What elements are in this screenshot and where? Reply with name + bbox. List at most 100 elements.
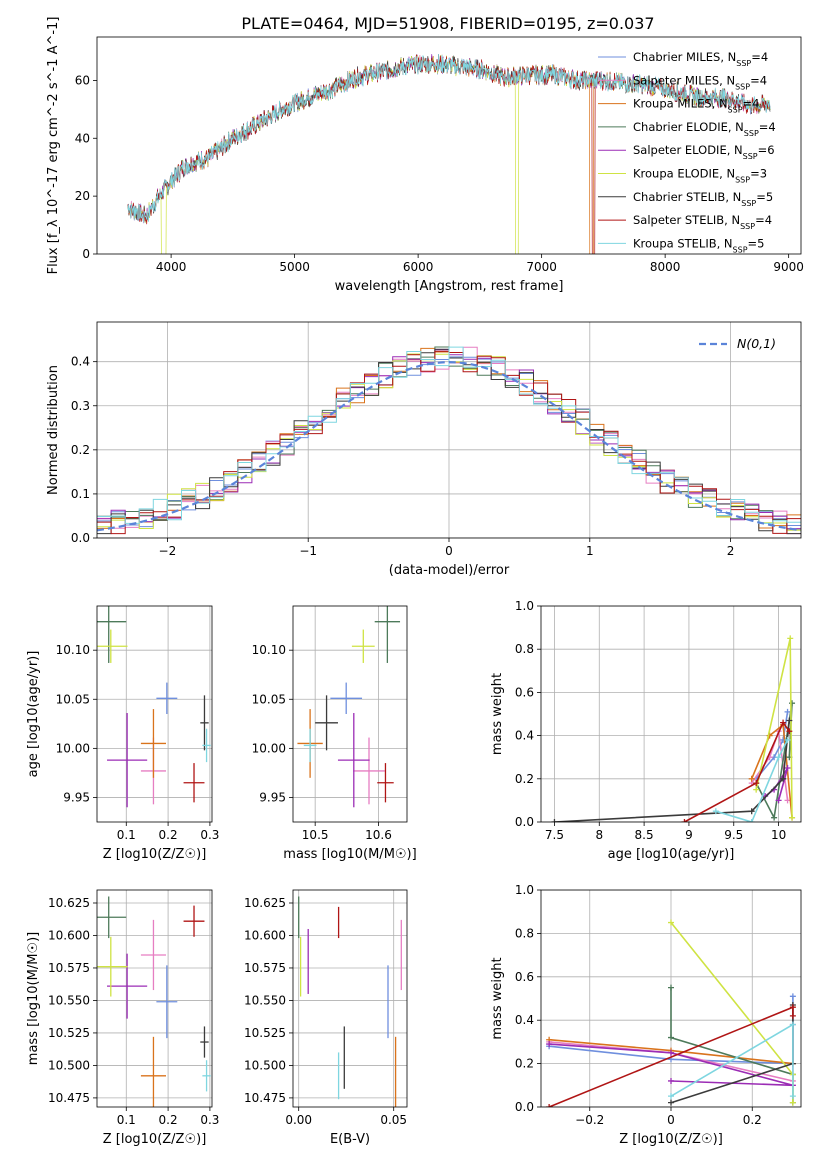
y-tick-label: 0.1 xyxy=(71,487,90,501)
y-tick-label: 10.550 xyxy=(48,993,90,1007)
y-tick-label: 10.625 xyxy=(244,896,286,910)
mass_weight_vs_Z-series-line xyxy=(670,1005,794,1104)
mass_weight_vs_age-marker xyxy=(748,808,755,815)
x-tick-label: 8.5 xyxy=(635,828,654,842)
y-tick-label: 0.4 xyxy=(515,729,534,743)
mass_vs_ebv-frame xyxy=(292,889,408,1108)
mass_weight_vs_Z-marker xyxy=(668,1093,674,1100)
mass_weight_vs_Z-marker xyxy=(668,1099,674,1106)
age_vs_Z-errorbar-point xyxy=(97,629,128,663)
mass_weight_vs_Z-frame xyxy=(540,889,802,1108)
residuals-axes: −2 −1 0 1 2 0.0 0.1 0.2 0.3 0.4 (data-model)/error… xyxy=(46,321,802,578)
mass_weight_vs_age-marker xyxy=(780,719,787,726)
y-tick-label: 10.00 xyxy=(252,741,286,755)
y-tick-label: 0.4 xyxy=(71,355,90,369)
age_vs_mass-errorbar-point xyxy=(377,763,394,803)
y-tick-label: 10.00 xyxy=(56,741,90,755)
age_vs_mass-errorbar-point xyxy=(351,629,375,663)
mass_weight_vs_Z-xlabel: Z [log10(Z/Z☉)] xyxy=(619,1132,723,1147)
x-tick-label: 0.3 xyxy=(200,1113,219,1127)
age_vs_mass-errorbar-point xyxy=(315,695,338,751)
y-tick-label: 0 xyxy=(82,247,90,261)
mass_vs_Z-errorbar-point xyxy=(202,1060,211,1092)
y-tick-label: 10.500 xyxy=(244,1058,286,1072)
age_vs_Z-errorbar-point xyxy=(183,763,205,803)
spectrum-frame xyxy=(96,36,802,255)
x-tick-label: 8000 xyxy=(650,260,681,274)
x-tick-label: 10.5 xyxy=(302,828,329,842)
legend-entry: N(0,1) xyxy=(737,336,776,351)
mass_weight_vs_age-series-line xyxy=(715,739,789,822)
age_vs_mass-errorbar-point xyxy=(303,728,317,763)
legend-entry: Chabrier MILES, NSSP=4 xyxy=(633,50,768,68)
mass_vs_Z-frame xyxy=(96,889,213,1108)
x-tick-label: 0.2 xyxy=(159,1113,178,1127)
age_vs_Z-errorbar-point xyxy=(200,695,209,751)
y-tick-label: 60 xyxy=(75,73,90,87)
mass_weight_vs_age-marker xyxy=(775,754,782,761)
age_vs_mass-plot-area xyxy=(293,606,407,822)
spectrum-ylabel: Flux [f_λ 10^-17 erg cm^-2 s^-1 A^-1] xyxy=(46,17,61,275)
x-tick-label: 4000 xyxy=(156,260,187,274)
y-tick-label: 0.6 xyxy=(515,685,534,699)
y-tick-label: 1.0 xyxy=(515,883,534,897)
residuals-ylabel: Normed distribution xyxy=(46,365,61,495)
y-tick-label: 0.2 xyxy=(515,1057,534,1071)
mass_weight_vs_age-marker xyxy=(753,780,760,787)
mass_weight_vs_age-series-line xyxy=(750,723,793,818)
mass_weight_vs_age-marker xyxy=(681,819,688,822)
mass_vs_Z-errorbar-point xyxy=(140,919,166,991)
x-tick-label: 9.5 xyxy=(724,828,743,842)
legend-entry: Chabrier STELIB, NSSP=5 xyxy=(633,190,773,208)
mass_weight_vs_age-marker xyxy=(786,717,793,724)
mass_weight_vs_age-marker xyxy=(775,797,782,804)
x-tick-label: 0.2 xyxy=(743,1113,762,1127)
y-tick-label: 10.05 xyxy=(56,692,90,706)
residuals-xlabel: (data-model)/error xyxy=(389,563,510,578)
y-tick-label: 10.575 xyxy=(244,961,286,975)
spectrum-axes: 4000 5000 6000 7000 8000 9000 0 20 40 60 wavelengt… xyxy=(46,17,804,294)
x-tick-label: 0.2 xyxy=(159,828,178,842)
mass_weight_vs_age-xlabel: age [log10(age/yr)] xyxy=(608,847,735,862)
legend-entry: Chabrier ELODIE, NSSP=4 xyxy=(633,120,776,138)
x-tick-label: 0 xyxy=(445,544,453,558)
legend-entry: Salpeter ELODIE, NSSP=6 xyxy=(633,143,775,161)
mass_vs_Z-errorbar-point xyxy=(183,905,205,937)
x-tick-label: 10.6 xyxy=(365,828,392,842)
x-tick-label: 6000 xyxy=(403,260,434,274)
spectrum-legend: Chabrier MILES, NSSP=4 Salpeter MILES, NS… xyxy=(598,50,776,254)
normal-reference-curve xyxy=(97,360,801,532)
y-tick-label: 10.575 xyxy=(48,961,90,975)
legend-entry: Salpeter MILES, NSSP=4 xyxy=(633,73,767,91)
legend-entry: Kroupa MILES, NSSP=4 xyxy=(633,97,759,115)
mass_vs_Z-axes: 0.1 0.2 0.3 10.475 10.500 10.525 10.550 10.575 1… xyxy=(26,889,219,1147)
x-tick-label: 8 xyxy=(595,828,603,842)
age_vs_mass-xlabel: mass [log10(M/M☉)] xyxy=(283,847,416,862)
legend-entry: Salpeter STELIB, NSSP=4 xyxy=(633,213,772,231)
x-tick-label: 5000 xyxy=(279,260,310,274)
mass_weight_vs_Z-ylabel: mass weight xyxy=(490,957,505,1039)
age_vs_Z-frame xyxy=(96,605,213,823)
spectrum-series-line xyxy=(127,53,771,223)
mass_weight_vs_age-marker xyxy=(712,808,719,815)
legend-entry: Kroupa ELODIE, NSSP=3 xyxy=(633,167,767,185)
mass_weight_vs_age-marker xyxy=(789,700,796,707)
mass_weight_vs_Z-series-line xyxy=(670,921,794,1103)
mass_weight_vs_Z-marker xyxy=(789,1012,796,1019)
mass_vs_Z-errorbar-point xyxy=(140,1036,166,1107)
mass_weight_vs_age-marker xyxy=(786,728,793,735)
mass_weight_vs_age-marker xyxy=(784,708,791,715)
x-tick-label: 9000 xyxy=(773,260,804,274)
x-tick-label: 0.05 xyxy=(380,1113,407,1127)
mass_weight_vs_Z-marker xyxy=(789,993,796,1000)
mass_weight_vs_Z-marker xyxy=(789,1093,796,1100)
y-tick-label: 10.475 xyxy=(48,1091,90,1105)
mass_vs_Z-errorbar-point xyxy=(200,1026,209,1058)
age_vs_mass-errorbar-point xyxy=(374,606,401,663)
mass_weight_vs_Z-marker xyxy=(668,1034,674,1041)
y-tick-label: 1.0 xyxy=(515,599,534,613)
x-tick-label: 7.5 xyxy=(545,828,564,842)
y-tick-label: 10.525 xyxy=(244,1026,286,1040)
age_vs_Z-errorbar-point xyxy=(97,606,127,663)
